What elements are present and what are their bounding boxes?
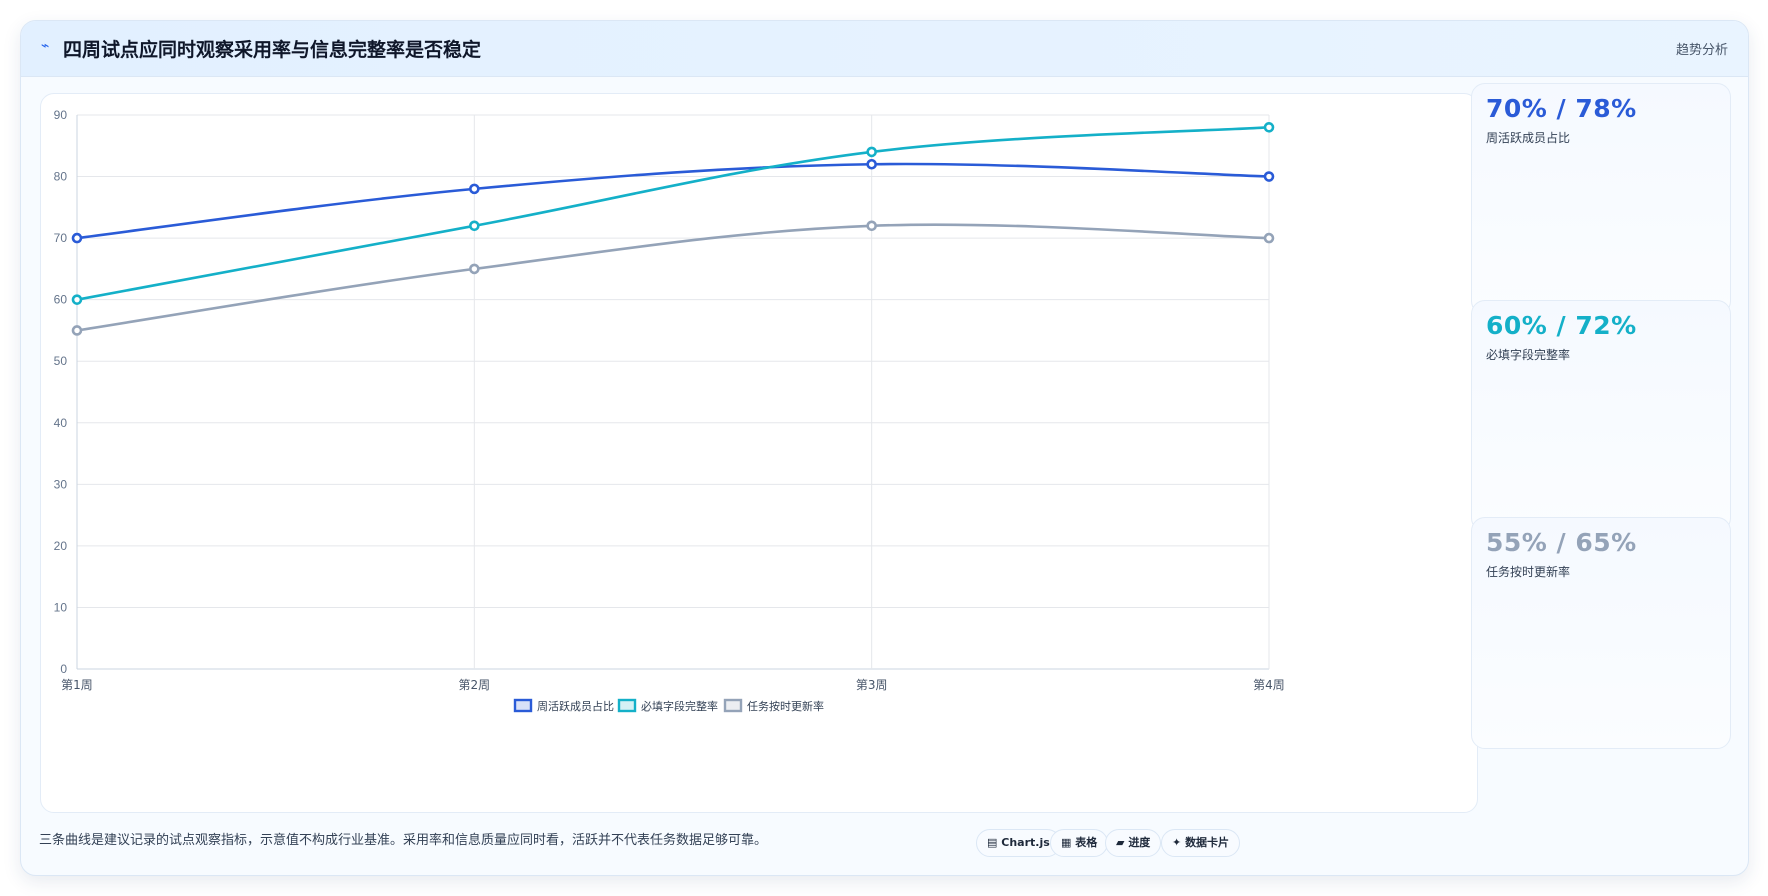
legend-swatch [723,698,743,713]
category-tag[interactable]: 趋势分析 [1675,43,1728,58]
series-point-1 [866,158,877,170]
series-line-3 [75,223,1271,332]
footnote: 三条曲线是建议记录的试点观察指标，示意值不构成行业基准。采用率和信息质量应同时看… [39,833,768,848]
kpi-card-field-completeness: 60% / 72% 必填字段完整率 [1471,300,1731,532]
legend-swatch [617,698,637,713]
series-point-1 [469,183,480,195]
series-point-3 [71,325,83,336]
y-tick-label: 20 [54,539,68,553]
series-point-3 [866,220,877,232]
chart-icon: ▤ [987,836,998,849]
x-tick-label: 第4周 [1253,678,1285,692]
y-tick-label: 40 [54,416,68,430]
y-tick-label: 90 [54,108,68,122]
chip-label: 数据卡片 [1185,836,1230,849]
kpi-label: 必填字段完整率 [1486,348,1571,362]
chip-table[interactable]: ▦ 表格 [1050,829,1109,857]
series-point-3 [1263,232,1275,244]
chip-label: 表格 [1075,836,1098,849]
series-point-2 [1263,122,1275,133]
sparkle-icon: ✦ [1172,836,1182,849]
chip-progress[interactable]: ▰ 进度 [1105,829,1162,857]
legend-label: 周活跃成员占比 [537,699,614,713]
series-point-2 [71,294,83,305]
trend-card: ⌁ 四周试点应同时观察采用率与信息完整率是否稳定 趋势分析 0 10 20 30 40 5… [20,20,1749,876]
chip-label: 进度 [1128,836,1151,849]
y-tick-label: 70 [54,231,68,245]
card-header: ⌁ 四周试点应同时观察采用率与信息完整率是否稳定 趋势分析 [21,21,1748,77]
kpi-value: 70% / 78% [1486,94,1637,123]
series-point-1 [71,232,83,244]
chart-panel: 0 10 20 30 40 50 60 70 80 90 第1周 第2周 第3周 第4周周活跃成员占比 必填… [40,93,1478,813]
y-tick-label: 0 [60,662,67,676]
y-tick-label: 60 [54,293,68,307]
y-tick-label: 50 [54,354,68,368]
kpi-label: 任务按时更新率 [1486,565,1571,579]
page-title: 四周试点应同时观察采用率与信息完整率是否稳定 [63,39,482,61]
y-tick-label: 30 [54,477,68,491]
y-tick-label: 10 [54,600,68,614]
series-line-2 [75,126,1271,301]
kpi-value: 60% / 72% [1486,311,1637,340]
chip-label: Chart.js [1001,836,1050,849]
kpi-label: 周活跃成员占比 [1486,131,1571,145]
series-line-1 [75,162,1271,240]
table-icon: ▦ [1061,836,1072,849]
kpi-value: 55% / 65% [1486,528,1637,557]
legend-label: 任务按时更新率 [747,699,824,713]
series-point-2 [866,146,877,158]
legend-swatch [513,698,533,713]
series-point-3 [469,263,480,275]
trend-icon: ⌁ [41,38,50,54]
chip-chartjs[interactable]: ▤ Chart.js [976,829,1061,857]
chip-data-card[interactable]: ✦ 数据卡片 [1161,829,1241,857]
x-tick-label: 第1周 [61,678,93,692]
x-tick-label: 第2周 [459,678,491,692]
series-point-2 [469,220,480,232]
series-point-1 [1263,171,1275,182]
kpi-card-active-members: 70% / 78% 周活跃成员占比 [1471,83,1731,315]
legend-label: 必填字段完整率 [641,699,718,713]
kpi-card-task-update: 55% / 65% 任务按时更新率 [1471,517,1731,749]
x-tick-label: 第3周 [856,678,888,692]
y-tick-label: 80 [54,170,68,184]
progress-icon: ▰ [1116,836,1125,849]
